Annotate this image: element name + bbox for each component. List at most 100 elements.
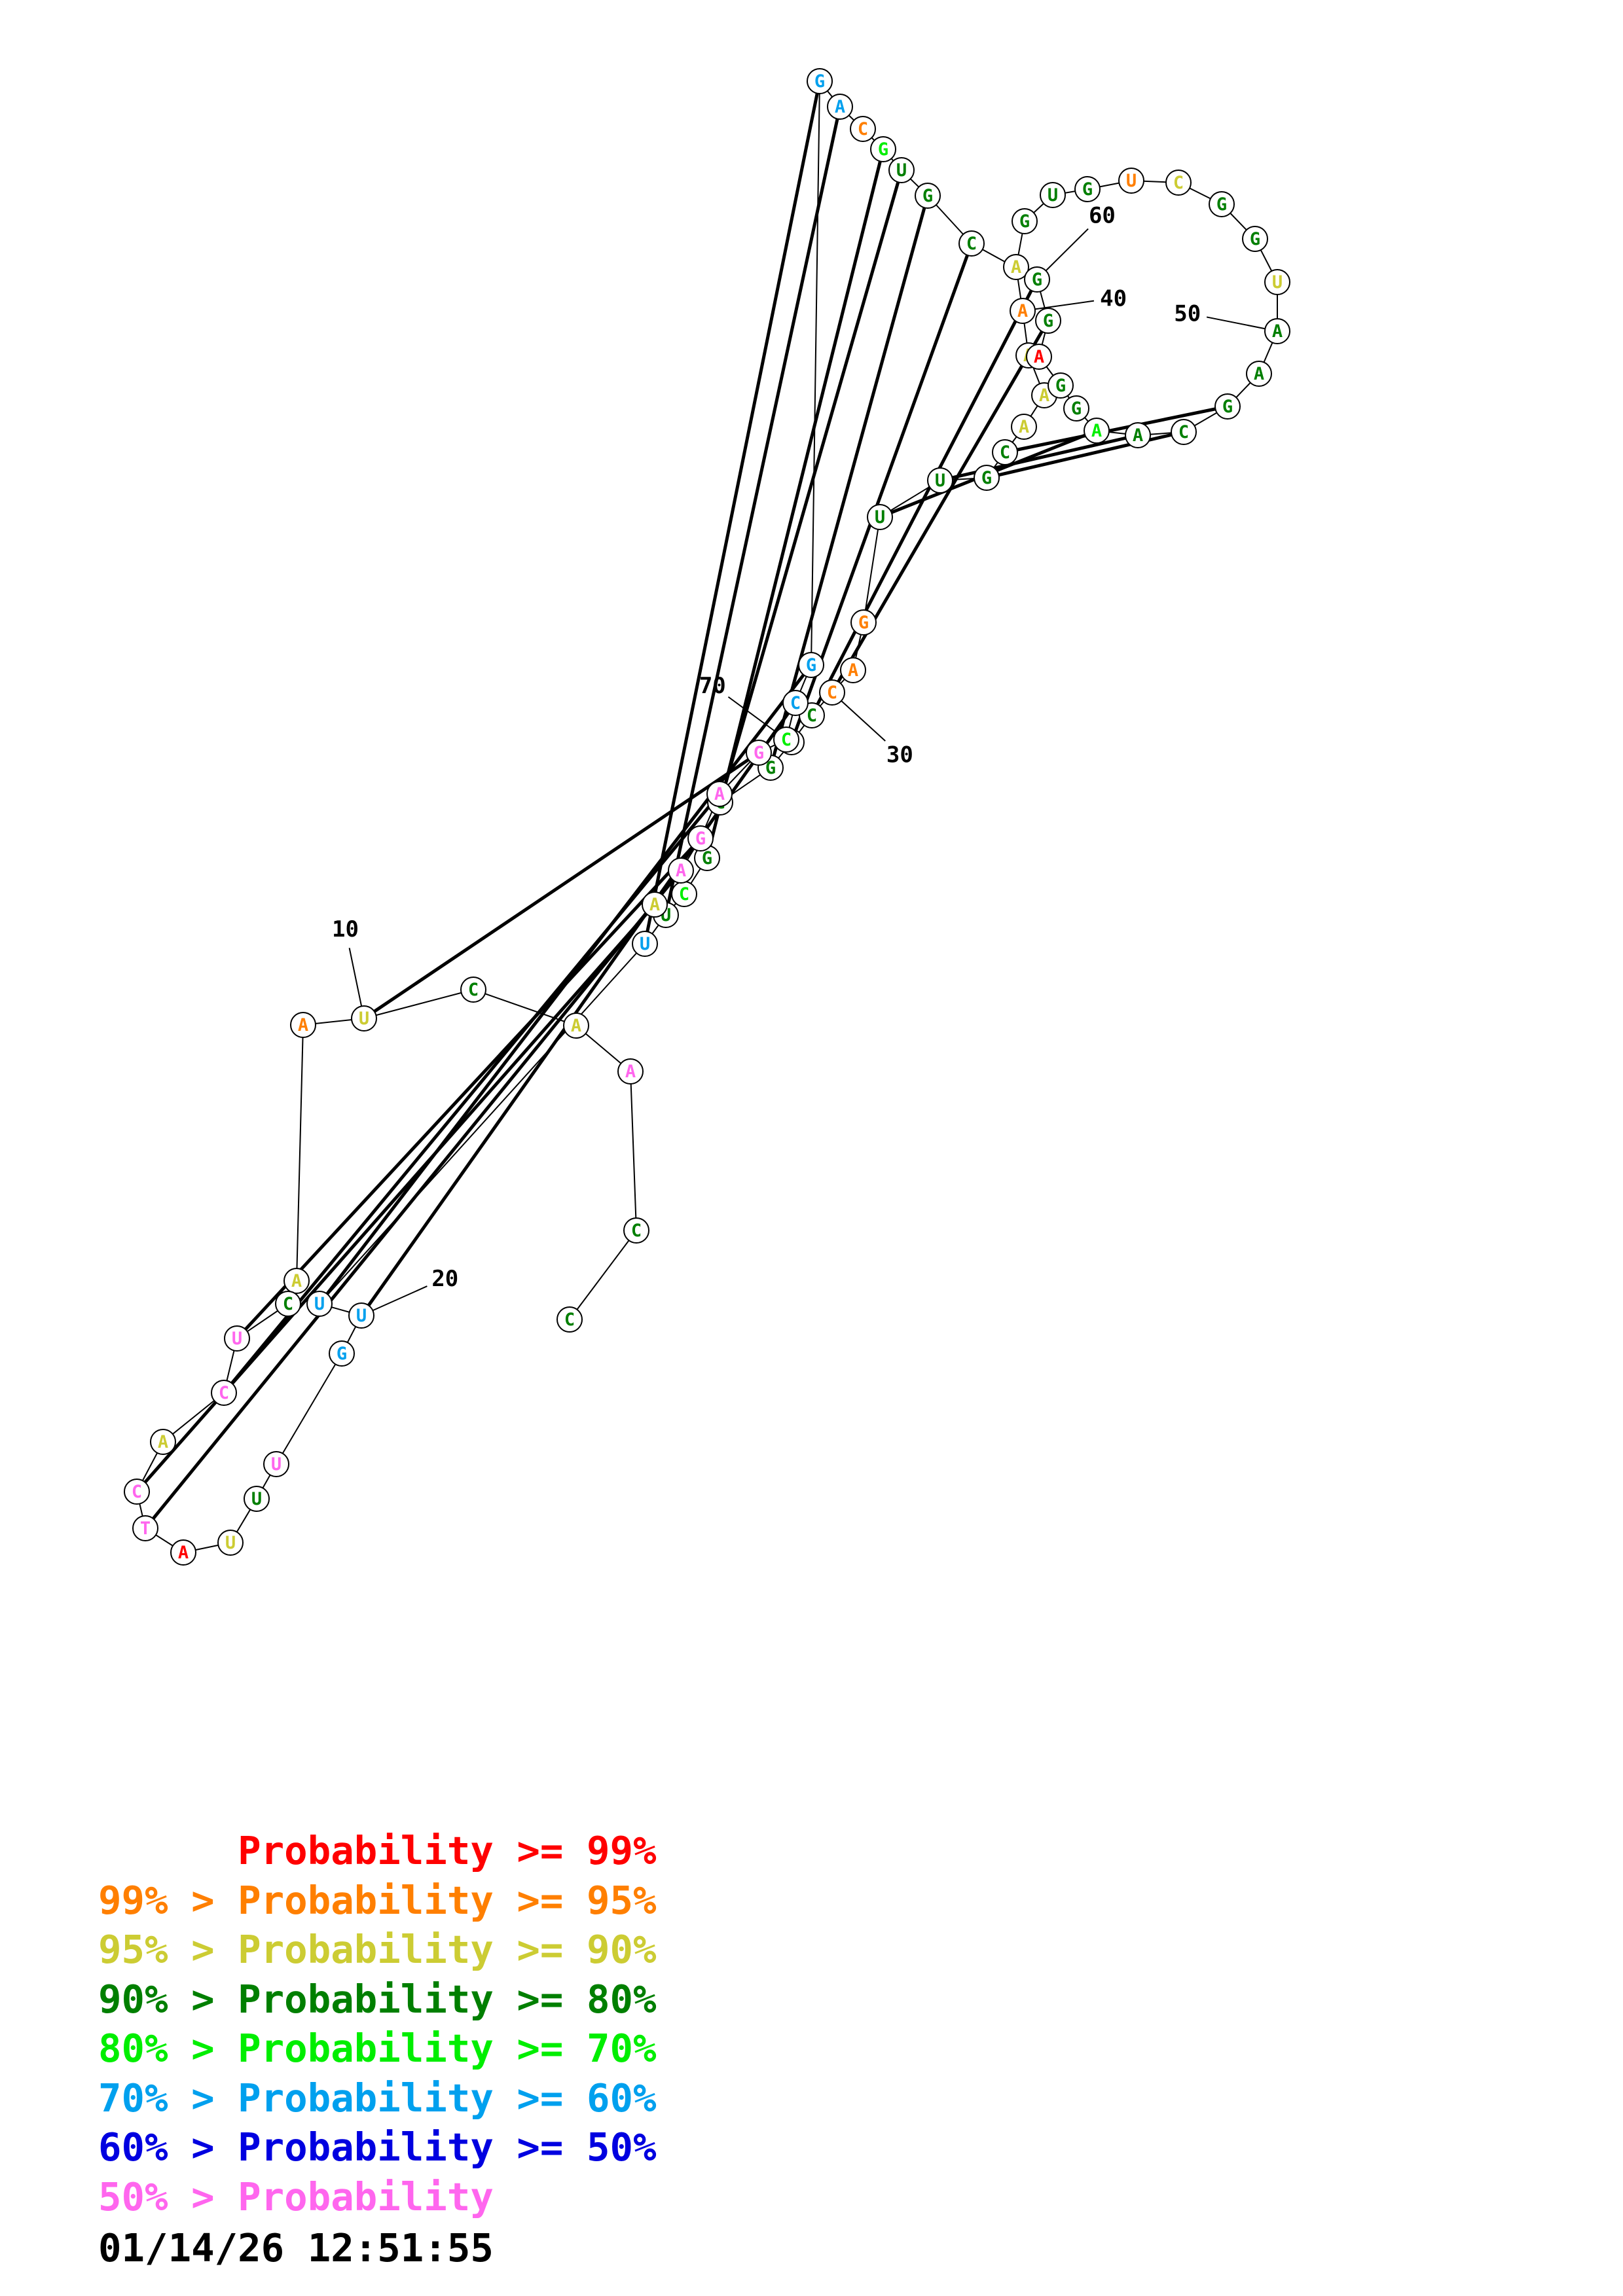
legend-entry: 90% > Probability >= 80% (98, 1976, 657, 2022)
base-pair-bond (718, 170, 903, 803)
nucleotide-circle (563, 1013, 589, 1039)
nucleotide-base-letter: C (631, 1221, 642, 1241)
nucleotide-circle (132, 1515, 158, 1541)
nucleotide: G (1209, 191, 1235, 217)
nucleotide: G (329, 1340, 355, 1367)
nucleotide-base-letter: G (1071, 399, 1082, 419)
nucleotide-base-letter: U (1126, 171, 1137, 191)
nucleotide-base-letter: A (1019, 417, 1029, 437)
nucleotide: A (1026, 344, 1052, 370)
nucleotide-circle (1040, 182, 1066, 208)
nucleotide-circle (668, 857, 694, 884)
nucleotide-circle (263, 1451, 289, 1477)
nucleotide-circle (974, 465, 1000, 491)
nucleotide-circle (1171, 419, 1197, 445)
nucleotide: C (850, 116, 876, 142)
nucleotide-circle (1048, 372, 1074, 399)
nucleotide: G (1035, 308, 1061, 334)
nucleotide-circle (632, 931, 658, 957)
nucleotide-base-letter: G (922, 186, 933, 206)
nucleotide-layer: CCAACUAACUCACTAUUUGUUUUCGCGCCCAGUUGCAAAA… (124, 68, 1290, 1566)
position-number: 70 (699, 673, 726, 699)
base-pair-bond (363, 751, 760, 1020)
nucleotide: U (867, 504, 893, 530)
nucleotide-circle (992, 439, 1018, 465)
backbone-segment (319, 943, 646, 1304)
base-pair-bond (643, 81, 822, 944)
nucleotide: A (706, 781, 733, 807)
nucleotide: C (671, 881, 697, 907)
nucleotide-base-letter: A (625, 1062, 636, 1082)
nucleotide-circle (1125, 422, 1151, 448)
nucleotide-base-letter: C (807, 706, 817, 726)
nucleotide-base-letter: U (896, 160, 907, 181)
nucleotide: C (275, 1291, 301, 1317)
nucleotide-circle (850, 609, 877, 636)
nucleotide-circle (150, 1429, 176, 1455)
nucleotide: U (351, 1005, 377, 1031)
base-pair-bond (986, 430, 1184, 480)
nucleotide-circle (827, 94, 853, 120)
nucleotide-circle (124, 1479, 150, 1505)
base-pair-bond (144, 869, 682, 1530)
nucleotide: A (150, 1429, 176, 1455)
nucleotide-base-letter: A (178, 1543, 189, 1563)
nucleotide: U (1040, 182, 1066, 208)
nucleotide-circle (1264, 269, 1290, 295)
nucleotide-base-letter: A (291, 1271, 302, 1291)
nucleotide-base-letter: A (835, 97, 845, 117)
nucleotide: C (211, 1380, 237, 1406)
nucleotide-base-letter: U (314, 1294, 325, 1314)
nucleotide: U (217, 1530, 244, 1556)
nucleotide-base-letter: G (1032, 270, 1042, 290)
nucleotide: C (958, 230, 985, 257)
nucleotide-circle (888, 157, 915, 183)
nucleotide: G (1063, 395, 1089, 422)
nucleotide-base-letter: C (1000, 442, 1010, 463)
nucleotide-base-letter: G (765, 758, 776, 778)
nucleotide-circle (850, 116, 876, 142)
nucleotide: C (819, 679, 845, 706)
nucleotide-base-letter: U (232, 1329, 242, 1349)
nucleotide-circle (915, 183, 941, 209)
nucleotide: G (1012, 208, 1038, 234)
base-pair-bond (810, 278, 1039, 717)
nucleotide-base-letter: A (1254, 364, 1264, 384)
nucleotide-base-letter: C (790, 693, 801, 713)
nucleotide-base-letter: G (1222, 397, 1233, 417)
backbone-segment (363, 989, 474, 1019)
nucleotide-circle (283, 1268, 310, 1294)
nucleotide: G (807, 68, 833, 94)
nucleotide-circle (1026, 344, 1052, 370)
nucleotide: A (1011, 414, 1037, 440)
nucleotide-base-letter: G (695, 829, 706, 849)
nucleotide: A (563, 1013, 589, 1039)
legend-entry: 50% > Probability (98, 2174, 494, 2219)
nucleotide-circle (290, 1012, 316, 1038)
nucleotide-base-letter: A (1017, 301, 1028, 321)
nucleotide: T (132, 1515, 158, 1541)
nucleotide: G (1242, 226, 1268, 252)
nucleotide-circle (211, 1380, 237, 1406)
nucleotide-circle (687, 825, 714, 852)
nucleotide-base-letter: U (359, 1009, 369, 1029)
nucleotide-base-letter: A (1272, 321, 1283, 342)
nucleotide-base-letter: G (1082, 179, 1093, 200)
timestamp: 01/14/26 12:51:55 (98, 2225, 494, 2270)
nucleotide-circle (348, 1302, 374, 1329)
base-pair-layer (136, 81, 1228, 1530)
nucleotide: C (1165, 170, 1192, 196)
nucleotide: G (1074, 176, 1101, 202)
nucleotide-base-letter: G (337, 1344, 347, 1364)
nucleotide-base-letter: A (1034, 347, 1044, 367)
nucleotide-circle (617, 1058, 644, 1085)
base-pair-bond (136, 903, 656, 1493)
nucleotide: G (915, 183, 941, 209)
nucleotide: G (850, 609, 877, 636)
nucleotide-circle (1074, 176, 1101, 202)
nucleotide-circle (224, 1325, 250, 1352)
nucleotide-circle (1246, 361, 1272, 387)
nucleotide: U (1118, 168, 1144, 194)
nucleotide: C (556, 1306, 583, 1333)
